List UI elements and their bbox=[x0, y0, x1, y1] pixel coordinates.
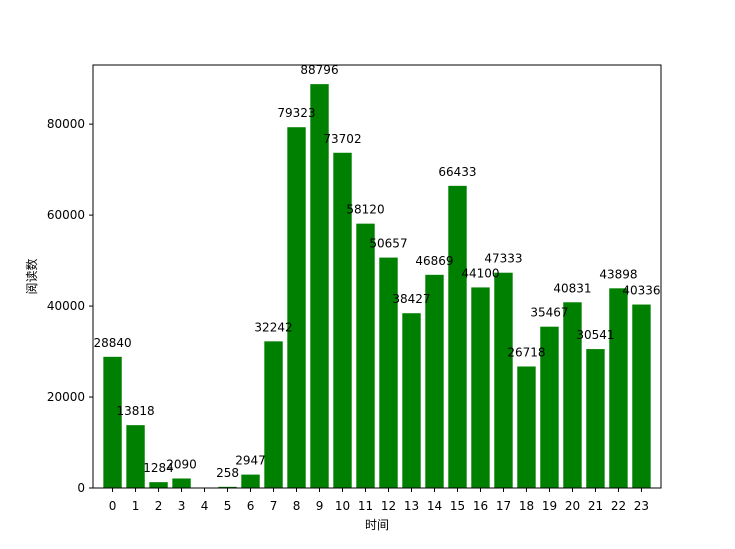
data-label-17: 47333 bbox=[484, 252, 522, 266]
bar-9 bbox=[310, 84, 329, 489]
x-tick-label-0: 0 bbox=[109, 499, 117, 513]
bar-1 bbox=[126, 425, 145, 488]
x-tick-label-10: 10 bbox=[335, 499, 350, 513]
data-label-0: 28840 bbox=[93, 336, 131, 350]
y-tick-label-40000: 40000 bbox=[47, 299, 85, 313]
bar-7 bbox=[264, 341, 283, 488]
x-tick-label-11: 11 bbox=[358, 499, 373, 513]
bars-layer bbox=[103, 84, 651, 489]
x-tick-label-1: 1 bbox=[132, 499, 140, 513]
y-axis-ticks: 0 20000 40000 60000 80000 bbox=[47, 117, 93, 495]
bar-15 bbox=[448, 185, 467, 488]
bar-23 bbox=[632, 304, 651, 488]
data-label-9: 88796 bbox=[300, 63, 338, 77]
plot-area-frame bbox=[92, 64, 662, 489]
data-label-2: 1284 bbox=[143, 461, 174, 475]
data-label-10: 73702 bbox=[323, 132, 361, 146]
x-tick-label-19: 19 bbox=[542, 499, 557, 513]
x-axis-label: 时间 bbox=[365, 518, 389, 532]
data-label-5: 258 bbox=[216, 466, 239, 480]
x-tick-label-16: 16 bbox=[473, 499, 488, 513]
y-tick-label-0: 0 bbox=[77, 481, 85, 495]
x-tick-label-4: 4 bbox=[201, 499, 209, 513]
data-label-14: 46869 bbox=[415, 254, 453, 268]
data-label-6: 2947 bbox=[235, 454, 266, 468]
x-axis-ticks: 0 1 2 3 4 5 6 7 8 9 10 11 12 13 14 15 16 17 18 19 20 21 22 23 bbox=[109, 488, 649, 513]
y-tick-label-80000: 80000 bbox=[47, 117, 85, 131]
bar-22 bbox=[609, 288, 628, 488]
bar-21 bbox=[586, 349, 605, 488]
data-label-13: 38427 bbox=[392, 292, 430, 306]
bar-14 bbox=[425, 274, 444, 488]
bar-20 bbox=[563, 302, 582, 488]
bar-16 bbox=[471, 287, 490, 488]
x-tick-label-23: 23 bbox=[634, 499, 649, 513]
data-label-18: 26718 bbox=[507, 345, 545, 359]
x-tick-label-21: 21 bbox=[588, 499, 603, 513]
bar-2 bbox=[149, 482, 168, 488]
x-tick-label-3: 3 bbox=[178, 499, 186, 513]
bar-19 bbox=[540, 326, 559, 488]
data-label-15: 66433 bbox=[438, 165, 476, 179]
data-label-11: 58120 bbox=[346, 203, 384, 217]
data-label-16: 44100 bbox=[461, 266, 499, 280]
y-tick-label-20000: 20000 bbox=[47, 390, 85, 404]
bar-17 bbox=[494, 272, 513, 488]
bar-18 bbox=[517, 366, 536, 488]
x-tick-label-14: 14 bbox=[427, 499, 442, 513]
data-label-21: 30541 bbox=[576, 328, 614, 342]
data-label-23: 40336 bbox=[622, 284, 660, 298]
x-tick-label-15: 15 bbox=[450, 499, 465, 513]
data-label-7: 32242 bbox=[254, 320, 292, 334]
x-tick-label-22: 22 bbox=[611, 499, 626, 513]
x-tick-label-2: 2 bbox=[155, 499, 163, 513]
bar-0 bbox=[103, 356, 122, 488]
data-label-1: 13818 bbox=[116, 404, 154, 418]
x-tick-label-8: 8 bbox=[293, 499, 301, 513]
x-tick-label-7: 7 bbox=[270, 499, 278, 513]
bar-3 bbox=[172, 478, 191, 488]
bar-10 bbox=[333, 152, 352, 488]
bar-6 bbox=[241, 474, 260, 488]
y-tick-label-60000: 60000 bbox=[47, 208, 85, 222]
x-tick-label-5: 5 bbox=[224, 499, 232, 513]
x-tick-label-20: 20 bbox=[565, 499, 580, 513]
data-label-22: 43898 bbox=[599, 267, 637, 281]
x-tick-label-18: 18 bbox=[519, 499, 534, 513]
data-label-20: 40831 bbox=[553, 281, 591, 295]
data-label-19: 35467 bbox=[530, 306, 568, 320]
data-label-8: 79323 bbox=[277, 106, 315, 120]
bar-13 bbox=[402, 313, 421, 488]
data-label-12: 50657 bbox=[369, 237, 407, 251]
x-tick-label-17: 17 bbox=[496, 499, 511, 513]
bar-12 bbox=[379, 257, 398, 488]
y-axis-label: 阅读数 bbox=[24, 258, 39, 294]
bar-8 bbox=[287, 127, 306, 489]
bar-5 bbox=[218, 486, 237, 488]
bar-11 bbox=[356, 223, 375, 488]
data-label-3: 2090 bbox=[166, 457, 197, 471]
x-tick-label-13: 13 bbox=[404, 499, 419, 513]
x-tick-label-9: 9 bbox=[316, 499, 324, 513]
x-tick-label-6: 6 bbox=[247, 499, 255, 513]
x-tick-label-12: 12 bbox=[381, 499, 396, 513]
